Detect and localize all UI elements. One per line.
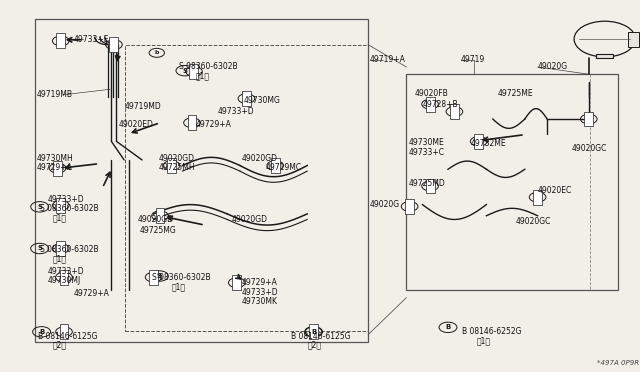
Text: 49733+D: 49733+D: [242, 288, 278, 296]
Bar: [189, 64, 198, 79]
Text: B: B: [445, 324, 451, 330]
Text: 49725MG: 49725MG: [140, 226, 176, 235]
Bar: [56, 241, 65, 256]
Text: 49733+E: 49733+E: [74, 35, 109, 44]
Text: 49728+B: 49728+B: [422, 100, 458, 109]
Text: （1）: （1）: [172, 282, 186, 291]
Text: S: S: [37, 204, 42, 210]
Text: 49730MJ: 49730MJ: [48, 276, 81, 285]
Bar: [596, 54, 613, 58]
Text: 49719+A: 49719+A: [370, 55, 406, 64]
Text: （1）: （1）: [53, 213, 67, 222]
Text: 49730ME: 49730ME: [408, 138, 444, 147]
Text: 49020ED: 49020ED: [118, 120, 153, 129]
Bar: [56, 33, 65, 48]
Text: 49729+A: 49729+A: [195, 120, 231, 129]
Bar: [309, 324, 318, 339]
Bar: [584, 112, 593, 126]
Text: （1）: （1）: [53, 254, 67, 263]
Text: （1）: （1）: [477, 337, 491, 346]
Text: 49730MG: 49730MG: [243, 96, 280, 105]
Bar: [35, 19, 368, 342]
Text: 49020GD: 49020GD: [242, 154, 278, 163]
Text: S: S: [157, 273, 162, 279]
Text: 49719MB: 49719MB: [36, 90, 72, 99]
Text: S 08360-6302B: S 08360-6302B: [40, 204, 99, 213]
Text: b: b: [155, 50, 159, 55]
Text: 49020GD: 49020GD: [138, 215, 173, 224]
Bar: [242, 91, 251, 106]
Text: 49719MD: 49719MD: [125, 102, 161, 110]
Text: S: S: [37, 246, 42, 251]
Text: B: B: [39, 329, 44, 335]
Bar: [628, 32, 639, 46]
Bar: [60, 270, 68, 285]
Bar: [60, 324, 68, 339]
Bar: [56, 198, 65, 213]
Bar: [426, 97, 435, 112]
Bar: [533, 190, 542, 205]
Text: 49020GD: 49020GD: [232, 215, 268, 224]
Text: 49725MH: 49725MH: [159, 163, 195, 172]
Text: 49729+A: 49729+A: [74, 289, 109, 298]
Text: 49020FB: 49020FB: [415, 89, 449, 97]
Text: S 08360-6302B: S 08360-6302B: [40, 245, 99, 254]
Text: B 08146-6125G: B 08146-6125G: [291, 332, 351, 341]
Text: 49733+D: 49733+D: [48, 267, 84, 276]
Text: 49725MD: 49725MD: [408, 179, 445, 187]
Text: （2）: （2）: [53, 341, 67, 350]
Bar: [149, 270, 158, 285]
Bar: [167, 158, 176, 173]
Bar: [125, 45, 368, 331]
Bar: [53, 161, 62, 176]
Text: 49729+A: 49729+A: [36, 163, 72, 172]
Text: 49020GD: 49020GD: [159, 154, 195, 163]
Bar: [232, 275, 241, 290]
Bar: [188, 115, 196, 130]
Text: 49733+C: 49733+C: [408, 148, 444, 157]
Text: S 08360-6302B: S 08360-6302B: [152, 273, 211, 282]
Text: 49020EC: 49020EC: [538, 186, 572, 195]
Text: 49730MH: 49730MH: [36, 154, 73, 163]
Text: 49719: 49719: [461, 55, 485, 64]
Bar: [109, 37, 118, 52]
Text: 49020G: 49020G: [370, 200, 400, 209]
Bar: [474, 134, 483, 149]
Text: B 08146-6125G: B 08146-6125G: [38, 332, 98, 341]
Bar: [156, 208, 164, 223]
Bar: [271, 158, 280, 173]
Text: 49732ME: 49732ME: [470, 140, 506, 148]
Text: 49020GC: 49020GC: [572, 144, 607, 153]
Text: 49733+D: 49733+D: [218, 107, 254, 116]
Bar: [450, 104, 459, 119]
Text: S: S: [182, 68, 188, 74]
Text: 49020G: 49020G: [538, 62, 568, 71]
Text: S 08360-6302B: S 08360-6302B: [179, 62, 238, 71]
Text: （1）: （1）: [195, 71, 209, 80]
Bar: [426, 179, 435, 193]
Text: （2）: （2）: [307, 341, 321, 350]
Text: 49020GC: 49020GC: [515, 217, 550, 226]
Text: B: B: [311, 329, 316, 335]
Text: B 08146-6252G: B 08146-6252G: [462, 327, 522, 336]
Text: *497A 0P9R: *497A 0P9R: [596, 360, 639, 366]
Text: 49719MC: 49719MC: [266, 163, 301, 172]
Text: 49733+D: 49733+D: [48, 195, 84, 203]
Text: 49729+A: 49729+A: [242, 278, 278, 287]
Text: 49730MK: 49730MK: [242, 297, 278, 306]
Bar: [406, 74, 618, 290]
Bar: [405, 199, 414, 214]
Text: 49725ME: 49725ME: [498, 89, 534, 97]
